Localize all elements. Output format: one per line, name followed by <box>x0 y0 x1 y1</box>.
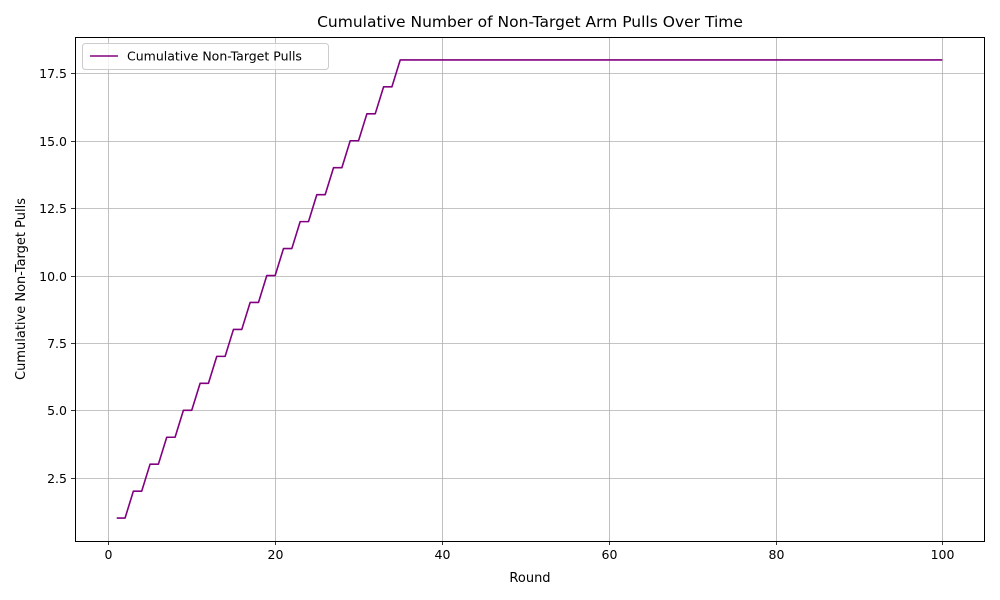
legend-label: Cumulative Non-Target Pulls <box>127 49 302 64</box>
x-tick-label: 40 <box>435 547 451 562</box>
legend-box <box>82 43 329 70</box>
y-axis: 2.5 5.0 7.5 10.0 12.5 15.0 17.5 <box>39 66 75 486</box>
x-axis-label: Round <box>509 571 550 586</box>
grid <box>75 37 984 541</box>
x-tick-label: 60 <box>602 547 618 562</box>
legend: Cumulative Non-Target Pulls <box>82 43 329 70</box>
plot-frame <box>75 37 985 542</box>
y-tick-label: 7.5 <box>47 336 67 351</box>
x-tick-label: 20 <box>268 547 284 562</box>
y-tick-label: 12.5 <box>39 201 67 216</box>
y-tick-label: 5.0 <box>47 403 67 418</box>
series-line <box>116 59 943 519</box>
y-axis-label: Cumulative Non-Target Pulls <box>14 198 29 380</box>
x-tick-label: 0 <box>105 547 113 562</box>
chart-title: Cumulative Number of Non-Target Arm Pull… <box>317 13 743 31</box>
y-tick-label: 10.0 <box>39 269 67 284</box>
x-tick-label: 80 <box>769 547 785 562</box>
x-axis: 0 20 40 60 80 100 <box>105 541 955 562</box>
y-tick-label: 15.0 <box>39 134 67 149</box>
x-tick-label: 100 <box>931 547 955 562</box>
y-tick-label: 17.5 <box>39 66 67 81</box>
y-tick-label: 2.5 <box>47 471 67 486</box>
series-layer <box>116 59 943 519</box>
